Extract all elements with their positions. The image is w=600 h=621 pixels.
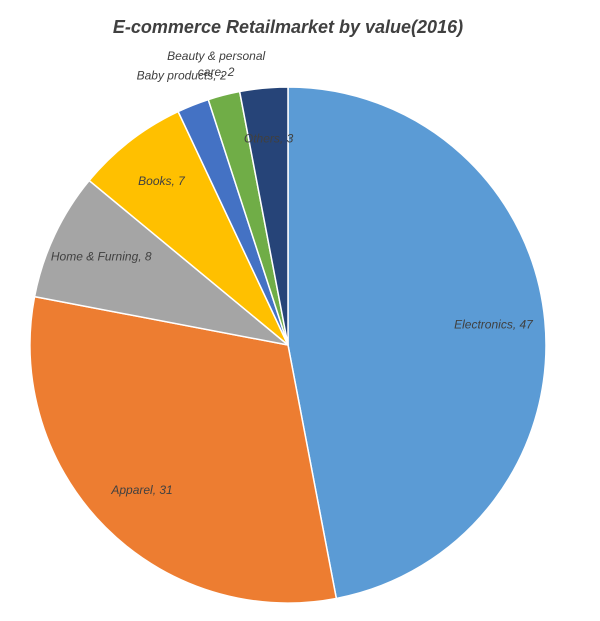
pie-slice <box>287 86 547 600</box>
chart-title: E-commerce Retailmarket by value(2016) <box>113 17 463 37</box>
data-label: Beauty & personal care, 2 <box>167 49 265 79</box>
slice-group: Electronics <box>287 86 547 600</box>
slice-group: Books <box>88 110 289 346</box>
slice-group: Home & Furning <box>33 179 289 346</box>
slice-group: Apparel <box>29 295 338 604</box>
slice-group: Others <box>238 86 289 346</box>
pie-slice <box>29 295 338 604</box>
pie-slice <box>33 179 289 346</box>
data-label: Others, 3 <box>244 132 294 146</box>
data-label: Books, 7 <box>138 174 186 188</box>
data-label: Home & Furning, 8 <box>51 249 152 263</box>
pie-slice <box>238 86 289 346</box>
pie-slice <box>88 110 289 346</box>
data-label: Apparel, 31 <box>110 483 172 497</box>
data-label: Baby products, 2 <box>137 69 227 83</box>
data-label: Electronics, 47 <box>454 318 534 332</box>
